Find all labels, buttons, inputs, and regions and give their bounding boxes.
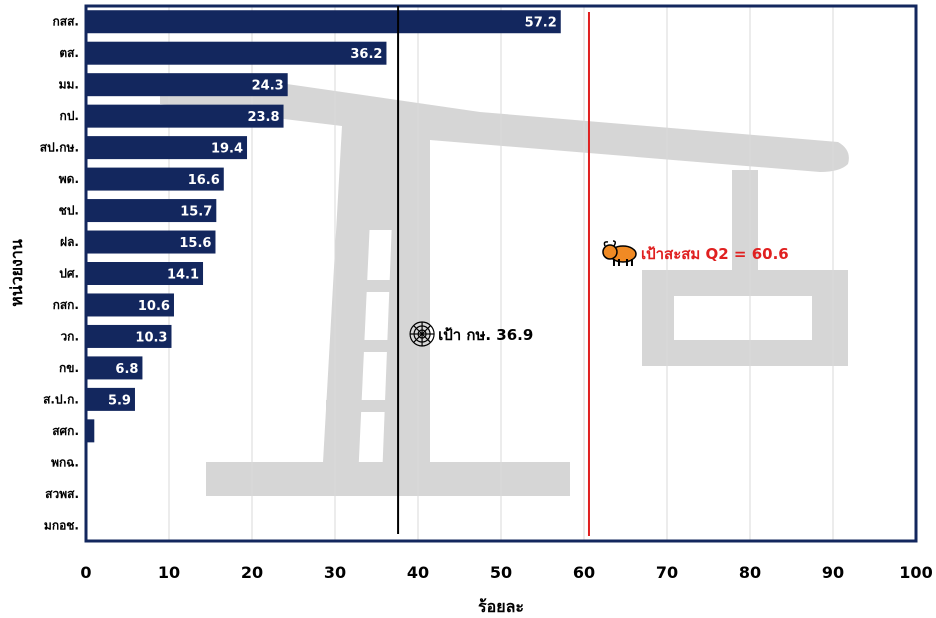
category-label: กป.: [60, 109, 79, 123]
bar-value-label: 36.2: [350, 47, 382, 62]
bar: [86, 41, 387, 65]
x-tick-label: 30: [324, 563, 346, 582]
bar: [86, 104, 284, 128]
bar: [86, 10, 561, 34]
oil-rig-icon: [160, 76, 849, 496]
target-label: เป้า กษ. 36.9: [438, 326, 533, 344]
bar-value-label: 6.8: [115, 362, 138, 377]
bar-value-label: 14.1: [167, 268, 199, 283]
x-tick-label: 50: [490, 563, 512, 582]
category-label: มม.: [59, 78, 79, 92]
category-label: สป.กษ.: [40, 141, 79, 155]
bar: [86, 262, 204, 285]
category-label: ชป.: [59, 204, 79, 218]
y-axis-title: หน่วยงาน: [7, 239, 26, 307]
bar: [86, 167, 224, 191]
x-axis-title: ร้อยละ: [478, 597, 524, 616]
target-q2-label: เป้าสะสม Q2 = 60.6: [641, 245, 789, 263]
category-label: มกอช.: [44, 518, 79, 532]
category-label: กสก.: [53, 298, 79, 312]
bar-value-label: 19.4: [211, 142, 243, 157]
category-label: พกฉ.: [51, 455, 79, 469]
bar-value-label: 15.7: [180, 205, 212, 220]
bar-value-label: 16.6: [188, 173, 220, 188]
bar-value-label: 57.2: [525, 16, 557, 31]
x-tick-label: 100: [899, 563, 932, 582]
x-tick-label: 80: [739, 563, 761, 582]
x-tick-label: 10: [158, 563, 180, 582]
bar-value-label: 10.6: [138, 299, 170, 314]
x-tick-label: 0: [80, 563, 91, 582]
category-label: กสส.: [53, 15, 79, 29]
ox-icon: [602, 240, 637, 266]
x-tick-label: 20: [241, 563, 263, 582]
bar: [86, 387, 135, 411]
bar-value-label: 10.3: [135, 330, 167, 345]
category-label: วก.: [60, 329, 79, 343]
x-tick-label: 90: [822, 563, 844, 582]
category-label: ฝล.: [60, 235, 79, 249]
bar-value-label: 23.8: [247, 110, 279, 125]
category-label: สวพส.: [45, 487, 79, 501]
bar: [86, 356, 143, 380]
bar: [86, 230, 216, 254]
bar: [86, 199, 217, 223]
bar: [86, 136, 248, 160]
bar: [86, 73, 288, 97]
spider-web-icon: [409, 321, 435, 347]
x-tick-label: 40: [407, 563, 429, 582]
bar-value-label: 15.6: [179, 236, 211, 251]
x-tick-label: 60: [573, 563, 595, 582]
category-label: สศก.: [52, 424, 79, 438]
x-tick-label: 70: [656, 563, 678, 582]
bar: [86, 293, 174, 317]
category-label: ส.ป.ก.: [43, 392, 79, 406]
bar-value-label: 5.9: [108, 393, 131, 408]
category-label: กข.: [59, 361, 79, 375]
category-label: ตส.: [59, 46, 79, 60]
bar-value-label: 24.3: [252, 79, 284, 94]
bar: [86, 419, 95, 443]
bar: [86, 324, 172, 348]
category-label: ปศ.: [59, 267, 79, 281]
category-label: พด.: [59, 172, 79, 186]
